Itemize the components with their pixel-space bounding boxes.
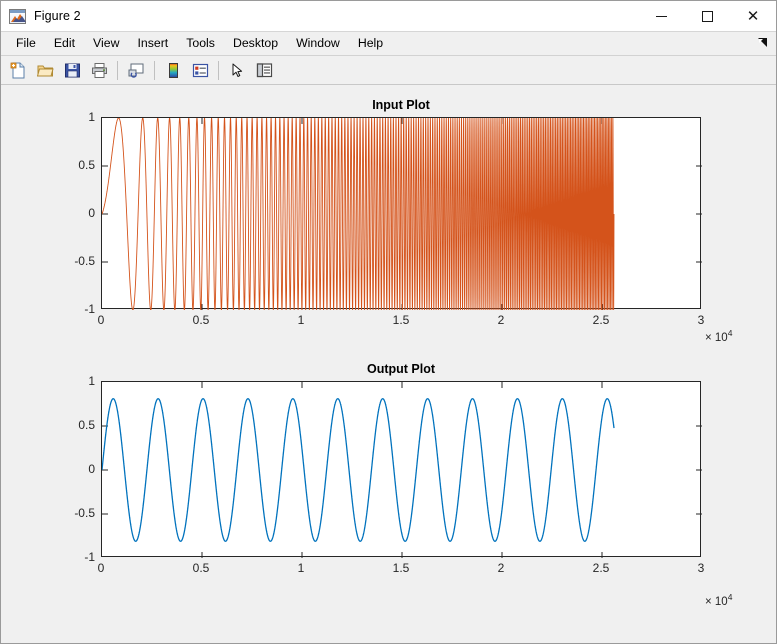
output-plot-series bbox=[102, 382, 702, 558]
plot-line bbox=[102, 398, 615, 542]
y-tick-label: 1 bbox=[88, 110, 95, 124]
new-figure-icon bbox=[10, 62, 24, 78]
link-plot-icon bbox=[128, 63, 143, 78]
save-figure-icon bbox=[64, 63, 80, 77]
matlab-figure-icon bbox=[9, 8, 26, 24]
menu-item-desktop[interactable]: Desktop bbox=[232, 36, 279, 50]
colorbar-button[interactable] bbox=[160, 58, 186, 83]
menu-item-help[interactable]: Help bbox=[357, 36, 384, 50]
maximize-icon bbox=[701, 10, 713, 22]
menu-item-tools[interactable]: Tools bbox=[186, 36, 215, 50]
menu-bar: File Edit View Insert Tools Desktop Wind… bbox=[1, 31, 776, 56]
x-tick-label: 3 bbox=[697, 561, 705, 575]
menu-item-edit[interactable]: Edit bbox=[53, 36, 76, 50]
y-tick-label: 0.5 bbox=[78, 418, 95, 432]
menu-overflow-arrow-icon[interactable] bbox=[756, 36, 769, 49]
menu-item-window[interactable]: Window bbox=[296, 36, 340, 50]
x-tick-label: 2 bbox=[497, 313, 505, 327]
plot-line bbox=[102, 118, 615, 310]
toolbar-separator bbox=[218, 60, 219, 80]
figure-canvas[interactable]: Input Plot 0 0.5 1 1.5 2 2.5 3 -1 -0.5 0 0.5 1 × 10… bbox=[1, 85, 776, 643]
x-tick-label: 0.5 bbox=[192, 561, 210, 575]
input-plot-title: Input Plot bbox=[372, 98, 430, 112]
x-tick-label: 0 bbox=[97, 561, 105, 575]
input-plot-x-exponent: × 104 bbox=[705, 328, 733, 344]
pointer-select-icon bbox=[232, 63, 242, 77]
colorbar-icon bbox=[168, 62, 178, 78]
legend-button[interactable] bbox=[187, 58, 213, 83]
y-tick-label: -0.5 bbox=[74, 506, 95, 520]
x-tick-label: 3 bbox=[697, 313, 705, 327]
input-plot-axes[interactable]: Input Plot bbox=[101, 98, 702, 310]
menu-item-view[interactable]: View bbox=[93, 36, 120, 50]
open-file-icon bbox=[36, 65, 54, 76]
minimize-icon bbox=[655, 15, 667, 17]
output-plot-x-exponent: × 104 bbox=[705, 592, 733, 608]
minimize-button[interactable] bbox=[638, 1, 684, 31]
x-tick-label: 2 bbox=[497, 561, 505, 575]
x-tick-label: 2.5 bbox=[592, 313, 610, 327]
y-tick-label: -0.5 bbox=[74, 254, 95, 268]
output-plot-axes[interactable]: Output Plot bbox=[101, 362, 702, 558]
title-bar: Figure 2 ✕ bbox=[1, 1, 776, 31]
window-title: Figure 2 bbox=[34, 9, 81, 23]
save-figure-button[interactable] bbox=[59, 58, 85, 83]
window-controls: ✕ bbox=[638, 1, 776, 31]
x-tick-label: 1 bbox=[297, 313, 305, 327]
x-tick-label: 0 bbox=[97, 313, 105, 327]
open-file-button[interactable] bbox=[32, 58, 58, 83]
maximize-button[interactable] bbox=[684, 1, 730, 31]
y-tick-label: -1 bbox=[84, 302, 95, 316]
x-tick-label: 2.5 bbox=[592, 561, 610, 575]
close-button[interactable]: ✕ bbox=[730, 1, 776, 31]
edit-plot-button[interactable] bbox=[224, 58, 250, 83]
link-plot-button[interactable] bbox=[123, 58, 149, 83]
output-plot-title: Output Plot bbox=[366, 362, 436, 376]
plot-browser-icon bbox=[256, 62, 272, 77]
print-figure-button[interactable] bbox=[86, 58, 112, 83]
figure-toolbar bbox=[1, 56, 776, 85]
x-tick-label: 1.5 bbox=[392, 561, 410, 575]
menu-item-file[interactable]: File bbox=[16, 36, 36, 50]
new-figure-button[interactable] bbox=[5, 58, 31, 83]
y-tick-label: 0 bbox=[88, 462, 95, 476]
print-figure-icon bbox=[91, 62, 107, 78]
x-tick-label: 0.5 bbox=[192, 313, 210, 327]
toolbar-separator bbox=[117, 60, 118, 80]
input-plot-series bbox=[102, 118, 702, 310]
menu-item-insert[interactable]: Insert bbox=[137, 36, 169, 50]
close-icon: ✕ bbox=[746, 6, 760, 25]
y-tick-label: 1 bbox=[88, 374, 95, 388]
toolbar-separator bbox=[154, 60, 155, 80]
x-tick-label: 1.5 bbox=[392, 313, 410, 327]
y-tick-label: 0.5 bbox=[78, 158, 95, 172]
y-tick-label: -1 bbox=[84, 550, 95, 564]
plot-browser-button[interactable] bbox=[251, 58, 277, 83]
x-tick-label: 1 bbox=[297, 561, 305, 575]
legend-icon bbox=[192, 63, 208, 77]
y-tick-label: 0 bbox=[88, 206, 95, 220]
